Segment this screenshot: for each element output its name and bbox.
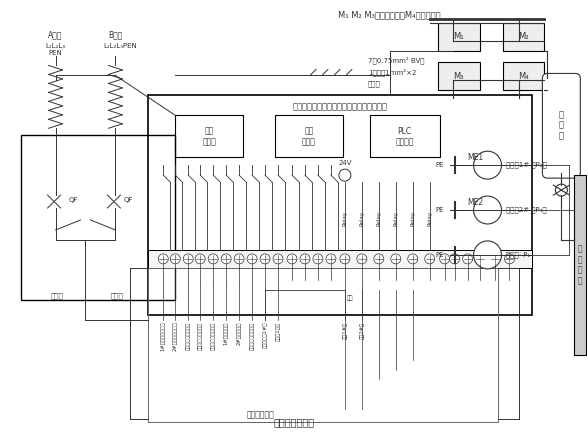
Circle shape <box>357 254 367 264</box>
Bar <box>574 175 586 355</box>
Text: 2#消防泵起动: 2#消防泵起动 <box>236 322 242 345</box>
Text: B电源: B电源 <box>108 31 123 39</box>
Text: PLC
可编程器: PLC 可编程器 <box>396 127 414 146</box>
Text: 消防控1号泵: 消防控1号泵 <box>276 322 280 341</box>
Text: Relay: Relay <box>410 210 415 226</box>
Text: 1#消防泵起动: 1#消防泵起动 <box>223 322 229 345</box>
Text: Relay: Relay <box>342 210 348 226</box>
Text: M₁ M₂ M₃电接点压力表M₄压力传感器: M₁ M₂ M₃电接点压力表M₄压力传感器 <box>339 11 441 20</box>
Text: QF: QF <box>123 197 133 203</box>
Circle shape <box>463 254 473 264</box>
FancyBboxPatch shape <box>542 73 580 178</box>
Text: 设备运行与故障信号: 设备运行与故障信号 <box>249 322 255 350</box>
Text: 互投柜: 互投柜 <box>111 293 123 299</box>
Text: L₁L₂L₃
PEN: L₁L₂L₃ PEN <box>45 43 66 56</box>
Circle shape <box>158 254 168 264</box>
Text: 1棹双芯1mm²×2: 1棹双芯1mm²×2 <box>368 69 416 76</box>
Text: Relay: Relay <box>359 210 365 226</box>
Text: 稳压泵  P₁: 稳压泵 P₁ <box>506 252 530 258</box>
Circle shape <box>473 241 502 269</box>
Circle shape <box>425 254 435 264</box>
Circle shape <box>473 151 502 179</box>
Text: 消防朷1# （P₂）: 消防朷1# （P₂） <box>506 162 547 168</box>
Text: 屏蔽线: 屏蔽线 <box>368 80 380 87</box>
Bar <box>503 62 544 90</box>
Text: Relay: Relay <box>376 210 381 226</box>
Circle shape <box>208 254 218 264</box>
Circle shape <box>450 254 460 264</box>
Circle shape <box>195 254 205 264</box>
Bar <box>437 62 480 90</box>
Circle shape <box>234 254 244 264</box>
Text: M₃: M₃ <box>453 72 464 81</box>
Text: PE: PE <box>435 207 443 213</box>
Circle shape <box>247 254 257 264</box>
Bar <box>275 115 343 157</box>
Bar <box>503 23 544 50</box>
Circle shape <box>391 254 401 264</box>
Bar <box>175 115 243 157</box>
Text: 微机控制自动巡检消防气压给水设备控制柜: 微机控制自动巡检消防气压给水设备控制柜 <box>292 103 387 112</box>
Bar <box>148 268 497 422</box>
Circle shape <box>313 254 323 264</box>
Text: ME2: ME2 <box>467 197 484 207</box>
Circle shape <box>326 254 336 264</box>
Text: 设备配电示意图: 设备配电示意图 <box>273 418 315 427</box>
Text: 7棹0.75mm² BV线: 7棹0.75mm² BV线 <box>368 57 425 64</box>
Circle shape <box>183 254 193 264</box>
Bar <box>148 250 533 268</box>
Bar <box>21 135 175 300</box>
Text: 水处: 水处 <box>346 295 353 300</box>
Text: L₁L₂L₃PEN: L₁L₂L₃PEN <box>103 43 137 49</box>
Text: 消防泵自动起动信号: 消防泵自动起动信号 <box>211 322 216 350</box>
Circle shape <box>374 254 384 264</box>
Text: 报警2#室: 报警2#室 <box>359 322 365 339</box>
Text: ME1: ME1 <box>467 153 484 162</box>
Text: 24V: 24V <box>338 160 352 166</box>
Bar <box>437 23 480 50</box>
Circle shape <box>273 254 283 264</box>
Circle shape <box>221 254 231 264</box>
Text: 稳压泵自动运行信号: 稳压泵自动运行信号 <box>198 322 203 350</box>
Circle shape <box>300 254 310 264</box>
Circle shape <box>339 169 351 181</box>
Text: 给
水
主
管: 给 水 主 管 <box>578 245 583 285</box>
Circle shape <box>556 184 567 196</box>
Text: QF: QF <box>69 197 78 203</box>
Text: 双电源: 双电源 <box>51 293 64 299</box>
Text: Relay: Relay <box>393 210 398 226</box>
Circle shape <box>171 254 181 264</box>
Circle shape <box>475 254 485 264</box>
Text: 报警1#室: 报警1#室 <box>342 322 348 339</box>
Text: M₁: M₁ <box>453 32 464 41</box>
Circle shape <box>407 254 417 264</box>
Text: 稳压泵自动运行信号: 稳压泵自动运行信号 <box>186 322 191 350</box>
Text: 微机
控制器: 微机 控制器 <box>202 127 216 146</box>
Text: PE: PE <box>435 252 443 258</box>
Circle shape <box>490 254 500 264</box>
Circle shape <box>505 254 514 264</box>
Text: 1#消防泵运行信号: 1#消防泵运行信号 <box>161 322 166 351</box>
Text: 水泵控制符1#泵: 水泵控制符1#泵 <box>263 322 268 348</box>
Text: A电源: A电源 <box>48 31 63 39</box>
Circle shape <box>287 254 297 264</box>
Text: Relay: Relay <box>427 210 432 226</box>
Text: 消防朷2# （P₃）: 消防朷2# （P₃） <box>506 207 547 214</box>
Text: M₂: M₂ <box>518 32 529 41</box>
Text: 气
压
罐: 气 压 罐 <box>559 110 564 140</box>
Text: 消防控制中心: 消防控制中心 <box>246 410 274 419</box>
Circle shape <box>340 254 350 264</box>
Text: M₄: M₄ <box>518 72 529 81</box>
Circle shape <box>260 254 270 264</box>
Bar <box>148 95 533 315</box>
Bar <box>370 115 440 157</box>
Circle shape <box>440 254 450 264</box>
Text: 变频
调速器: 变频 调速器 <box>302 127 316 146</box>
Text: 2#消防泵运行信号: 2#消防泵运行信号 <box>173 322 178 351</box>
Text: PE: PE <box>435 162 443 168</box>
Circle shape <box>473 196 502 224</box>
